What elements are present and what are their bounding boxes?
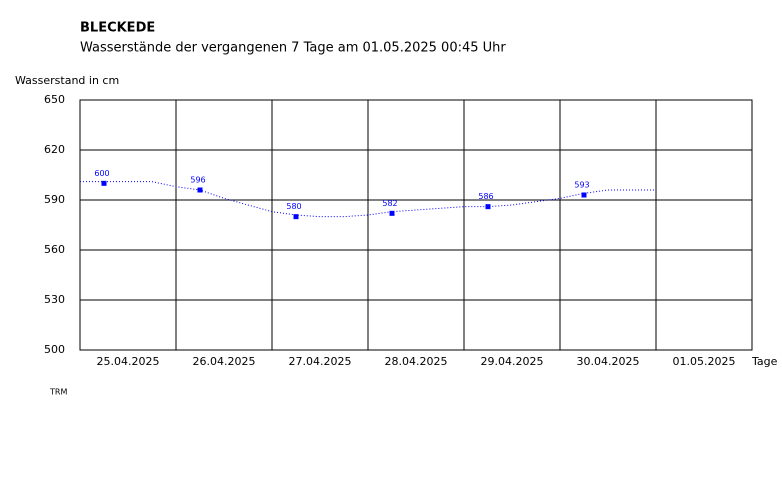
data-point bbox=[581, 192, 587, 198]
data-point bbox=[293, 214, 299, 220]
x-tick-label: 30.04.2025 bbox=[577, 355, 640, 368]
x-axis-label: Tage bbox=[751, 355, 778, 368]
data-point bbox=[485, 204, 491, 210]
chart-subtitle: Wasserstände der vergangenen 7 Tage am 0… bbox=[80, 41, 506, 56]
data-point bbox=[197, 187, 203, 193]
y-tick-label: 500 bbox=[44, 343, 65, 356]
x-tick-label: 26.04.2025 bbox=[193, 355, 256, 368]
y-tick-label: 650 bbox=[44, 93, 65, 106]
plot-frame bbox=[79, 99, 753, 351]
y-tick-label: 590 bbox=[44, 193, 65, 206]
y-tick-label: 530 bbox=[44, 293, 65, 306]
chart-title: BLECKEDE bbox=[80, 21, 155, 36]
data-label: 596 bbox=[190, 176, 205, 185]
data-point bbox=[101, 180, 107, 186]
y-axis-label: Wasserstand in cm bbox=[15, 74, 119, 87]
data-label: 586 bbox=[478, 192, 493, 201]
data-label: 600 bbox=[94, 169, 109, 178]
data-label: 580 bbox=[286, 202, 301, 211]
y-tick-label: 620 bbox=[44, 143, 65, 156]
water-level-course bbox=[80, 181, 656, 218]
footer: TRM bbox=[49, 388, 67, 397]
x-tick-label: 27.04.2025 bbox=[289, 355, 352, 368]
x-tick-label: 25.04.2025 bbox=[97, 355, 160, 368]
x-tick-label: 29.04.2025 bbox=[481, 355, 544, 368]
data-label: 593 bbox=[574, 181, 589, 190]
data-point bbox=[389, 210, 395, 216]
y-tick-label: 560 bbox=[44, 243, 65, 256]
x-tick-label: 01.05.2025 bbox=[673, 355, 736, 368]
data-label: 582 bbox=[382, 199, 397, 208]
x-tick-label: 28.04.2025 bbox=[385, 355, 448, 368]
